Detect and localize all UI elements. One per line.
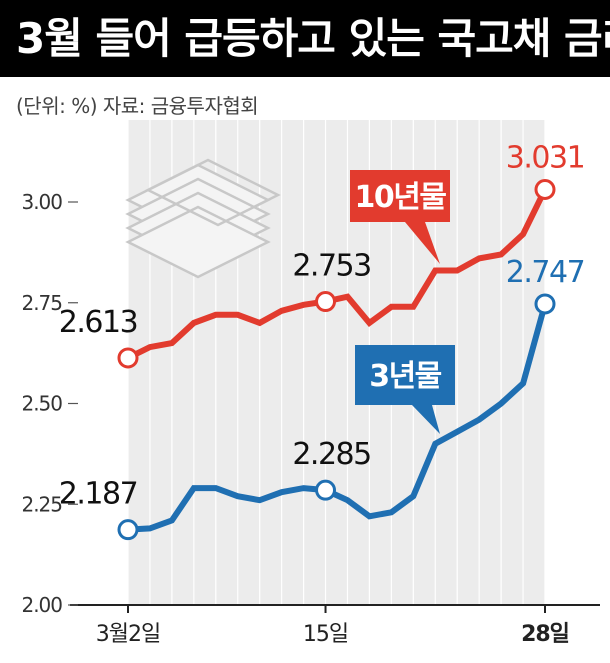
data-point-marker <box>315 291 337 313</box>
chart-title: 3월 들어 급등하고 있는 국고채 금리 <box>16 14 610 63</box>
ten-year-series-box <box>350 170 450 222</box>
x-tick-label: 3월2일 <box>96 622 160 647</box>
data-point-marker <box>117 519 139 541</box>
y-tick-label: 2.50 <box>21 392 62 416</box>
data-point-marker <box>315 479 337 501</box>
x-tick-label: 15일 <box>303 622 348 647</box>
three-year-series-box <box>355 345 455 405</box>
three-year-series-label: 3년물 <box>369 359 441 394</box>
y-tick-label: 3.00 <box>21 190 62 214</box>
data-label: 3.031 <box>506 141 584 176</box>
bond-sheet <box>145 158 281 227</box>
unit-and-source: (단위: %) 자료: 금융투자협회 <box>16 94 259 118</box>
data-label: 2.187 <box>59 477 137 512</box>
data-label: 2.613 <box>59 305 137 340</box>
three-year-line <box>127 303 548 533</box>
y-tick-label: 2.00 <box>21 593 62 617</box>
y-tick-label: 2.75 <box>21 291 62 315</box>
x-tick-label: 28일 <box>521 622 569 647</box>
data-point-marker <box>117 347 139 369</box>
bond-sheet <box>125 205 271 279</box>
title-bar: 3월 들어 급등하고 있는 국고채 금리 <box>0 0 610 77</box>
ten-year-line <box>126 188 548 361</box>
data-label: 2.285 <box>292 437 370 472</box>
data-point-marker <box>534 179 556 201</box>
data-point-marker <box>534 293 556 315</box>
three-year-series-pointer <box>412 405 440 434</box>
ten-year-series-pointer <box>405 222 440 264</box>
y-tick-label: 2.25 <box>21 492 62 516</box>
ten-year-series-label: 10년물 <box>355 180 447 215</box>
data-label: 2.753 <box>292 249 370 284</box>
stacked-bonds-icon <box>125 158 281 279</box>
data-label: 2.747 <box>506 255 584 290</box>
